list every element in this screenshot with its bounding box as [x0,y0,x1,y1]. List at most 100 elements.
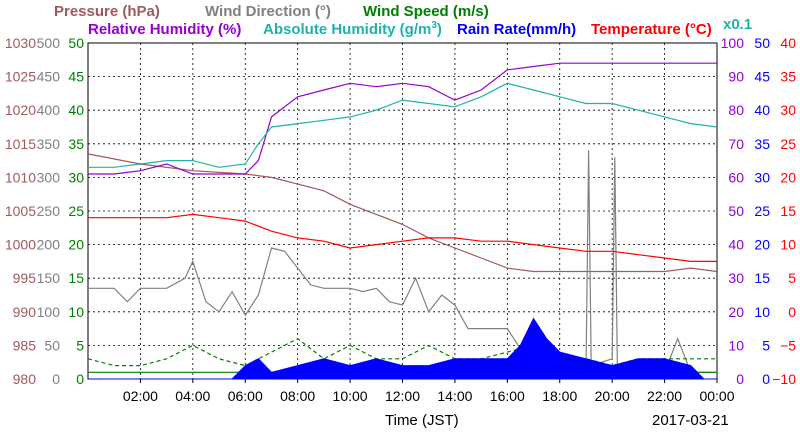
x-tick-label: 18:00 [542,388,577,404]
series-rain-rate-mm-h [88,317,717,380]
wind-direction-axis-tick: 350 [37,136,61,152]
wind-speed-axis-tick: 45 [68,69,84,85]
wind-direction-axis-tick: 100 [37,304,61,320]
rain-rate-axis-tick: 20 [754,237,770,253]
humidity-axis-tick: 60 [728,169,744,185]
legend-wind-speed: Wind Speed (m/s) [363,3,489,20]
temperature-axis-tick: 25 [780,136,796,152]
x-tick-label: 08:00 [280,388,315,404]
humidity-axis-tick: 50 [728,203,744,219]
temperature-axis-tick: 5 [788,270,796,286]
humidity-axis-tick: 30 [728,270,744,286]
pressure-axis-tick: 1025 [5,69,36,85]
pressure-axis-tick: 985 [13,337,37,353]
x-tick-label: 12:00 [385,388,420,404]
rain-rate-axis-tick: 10 [754,304,770,320]
humidity-axis-tick: 100 [721,35,745,51]
rain-rate-axis-tick: 0 [762,371,770,387]
legend-rain-rate: Rain Rate(mm/h) [457,21,576,38]
humidity-axis-tick: 10 [728,337,744,353]
legend-wind-direction: Wind Direction (°) [205,3,331,20]
temperature-axis-tick: 30 [780,102,796,118]
wind-direction-axis-tick: 300 [37,169,61,185]
temperature-axis-tick: 35 [780,69,796,85]
x-tick-label: 14:00 [437,388,472,404]
wind-speed-axis-tick: 10 [68,304,84,320]
wind-direction-axis-tick: 500 [37,35,61,51]
date-label: 2017-03-21 [652,412,729,429]
x-tick-label: 02:00 [123,388,158,404]
wind-speed-axis-tick: 50 [68,35,84,51]
temperature-axis-tick: −10 [772,371,796,387]
rain-rate-axis-tick: 30 [754,169,770,185]
wind-direction-axis-tick: 0 [52,371,60,387]
wind-speed-axis-tick: 0 [76,371,84,387]
wind-direction-axis-tick: 200 [37,237,61,253]
pressure-axis-tick: 995 [13,270,37,286]
rain-rate-axis-tick: 50 [754,35,770,51]
wind-speed-axis-tick: 35 [68,136,84,152]
pressure-axis-tick: 990 [13,304,37,320]
x-tick-label: 10:00 [333,388,368,404]
series-pressure-hpa [87,153,718,273]
x-tick-label: 06:00 [228,388,263,404]
rain-rate-axis-tick: 25 [754,203,770,219]
temperature-axis-tick: 0 [788,304,796,320]
pressure-axis-tick: 1020 [5,102,36,118]
wind-speed-axis-tick: 25 [68,203,84,219]
rain-rate-axis-tick: 15 [754,270,770,286]
humidity-axis-tick: 40 [728,237,744,253]
rain-rate-axis-tick: 5 [762,337,770,353]
series-relative-humidity [88,62,717,175]
rain-rate-axis-tick: 45 [754,69,770,85]
series-layer [87,62,718,380]
series-absolute-humidity-g-m3-x0-1 [88,82,718,168]
wind-speed-axis-tick: 40 [68,102,84,118]
humidity-axis-tick: 0 [736,371,744,387]
wind-speed-axis-tick: 20 [68,237,84,253]
right-axes: 1009080706050403020100504540353025201510… [721,35,797,387]
humidity-axis-tick: 70 [728,136,744,152]
humidity-axis-tick: 20 [728,304,744,320]
legend-pressure: Pressure (hPa) [54,3,160,20]
wind-direction-axis-tick: 50 [44,337,60,353]
pressure-axis-tick: 1000 [5,237,36,253]
x-tick-label: 22:00 [647,388,682,404]
x-tick-label: 16:00 [490,388,525,404]
temperature-axis-tick: 20 [780,169,796,185]
x-axis-label: Time (JST) [385,412,459,429]
legend-abs-humidity-scale: x0.1 [723,16,752,33]
humidity-axis-tick: 90 [728,69,744,85]
temperature-axis-tick: 15 [780,203,796,219]
wind-direction-axis-tick: 250 [37,203,61,219]
series-temperature-c [88,213,717,262]
grid [88,43,717,379]
legend-absolute-humidity-suffix: ) [437,21,442,38]
temperature-axis-tick: 10 [780,237,796,253]
humidity-axis-tick: 80 [728,102,744,118]
wind-direction-axis-tick: 150 [37,270,61,286]
legend-absolute-humidity-sup: 3 [431,20,437,31]
wind-speed-axis-tick: 30 [68,169,84,185]
wind-speed-axis-tick: 5 [76,337,84,353]
pressure-axis-tick: 1015 [5,136,36,152]
pressure-axis-tick: 1010 [5,169,36,185]
x-tick-label: 00:00 [699,388,734,404]
wind-direction-axis-tick: 400 [37,102,61,118]
pressure-axis-tick: 980 [13,371,37,387]
temperature-axis-tick: −5 [780,337,796,353]
left-axes: 1030102510201015101010051000995990985980… [5,35,84,387]
temperature-axis-tick: 40 [780,35,796,51]
x-tick-label: 20:00 [595,388,630,404]
legend-absolute-humidity-prefix: Absolute Humidity (g/m [263,21,431,38]
wind-direction-axis-tick: 450 [37,69,61,85]
x-tick-label: 04:00 [175,388,210,404]
pressure-axis-tick: 1005 [5,203,36,219]
series-wind-speed-gust-m-s [87,337,717,367]
rain-rate-axis-tick: 40 [754,102,770,118]
x-axis: 02:00 04:00 06:00 08:00 10:00 12:00 14:00 16:00… [123,379,735,404]
pressure-axis-tick: 1030 [5,35,36,51]
legend-relative-humidity: Relative Humidity (%) [88,21,241,38]
legend-temperature: Temperature (°C) [591,21,712,38]
